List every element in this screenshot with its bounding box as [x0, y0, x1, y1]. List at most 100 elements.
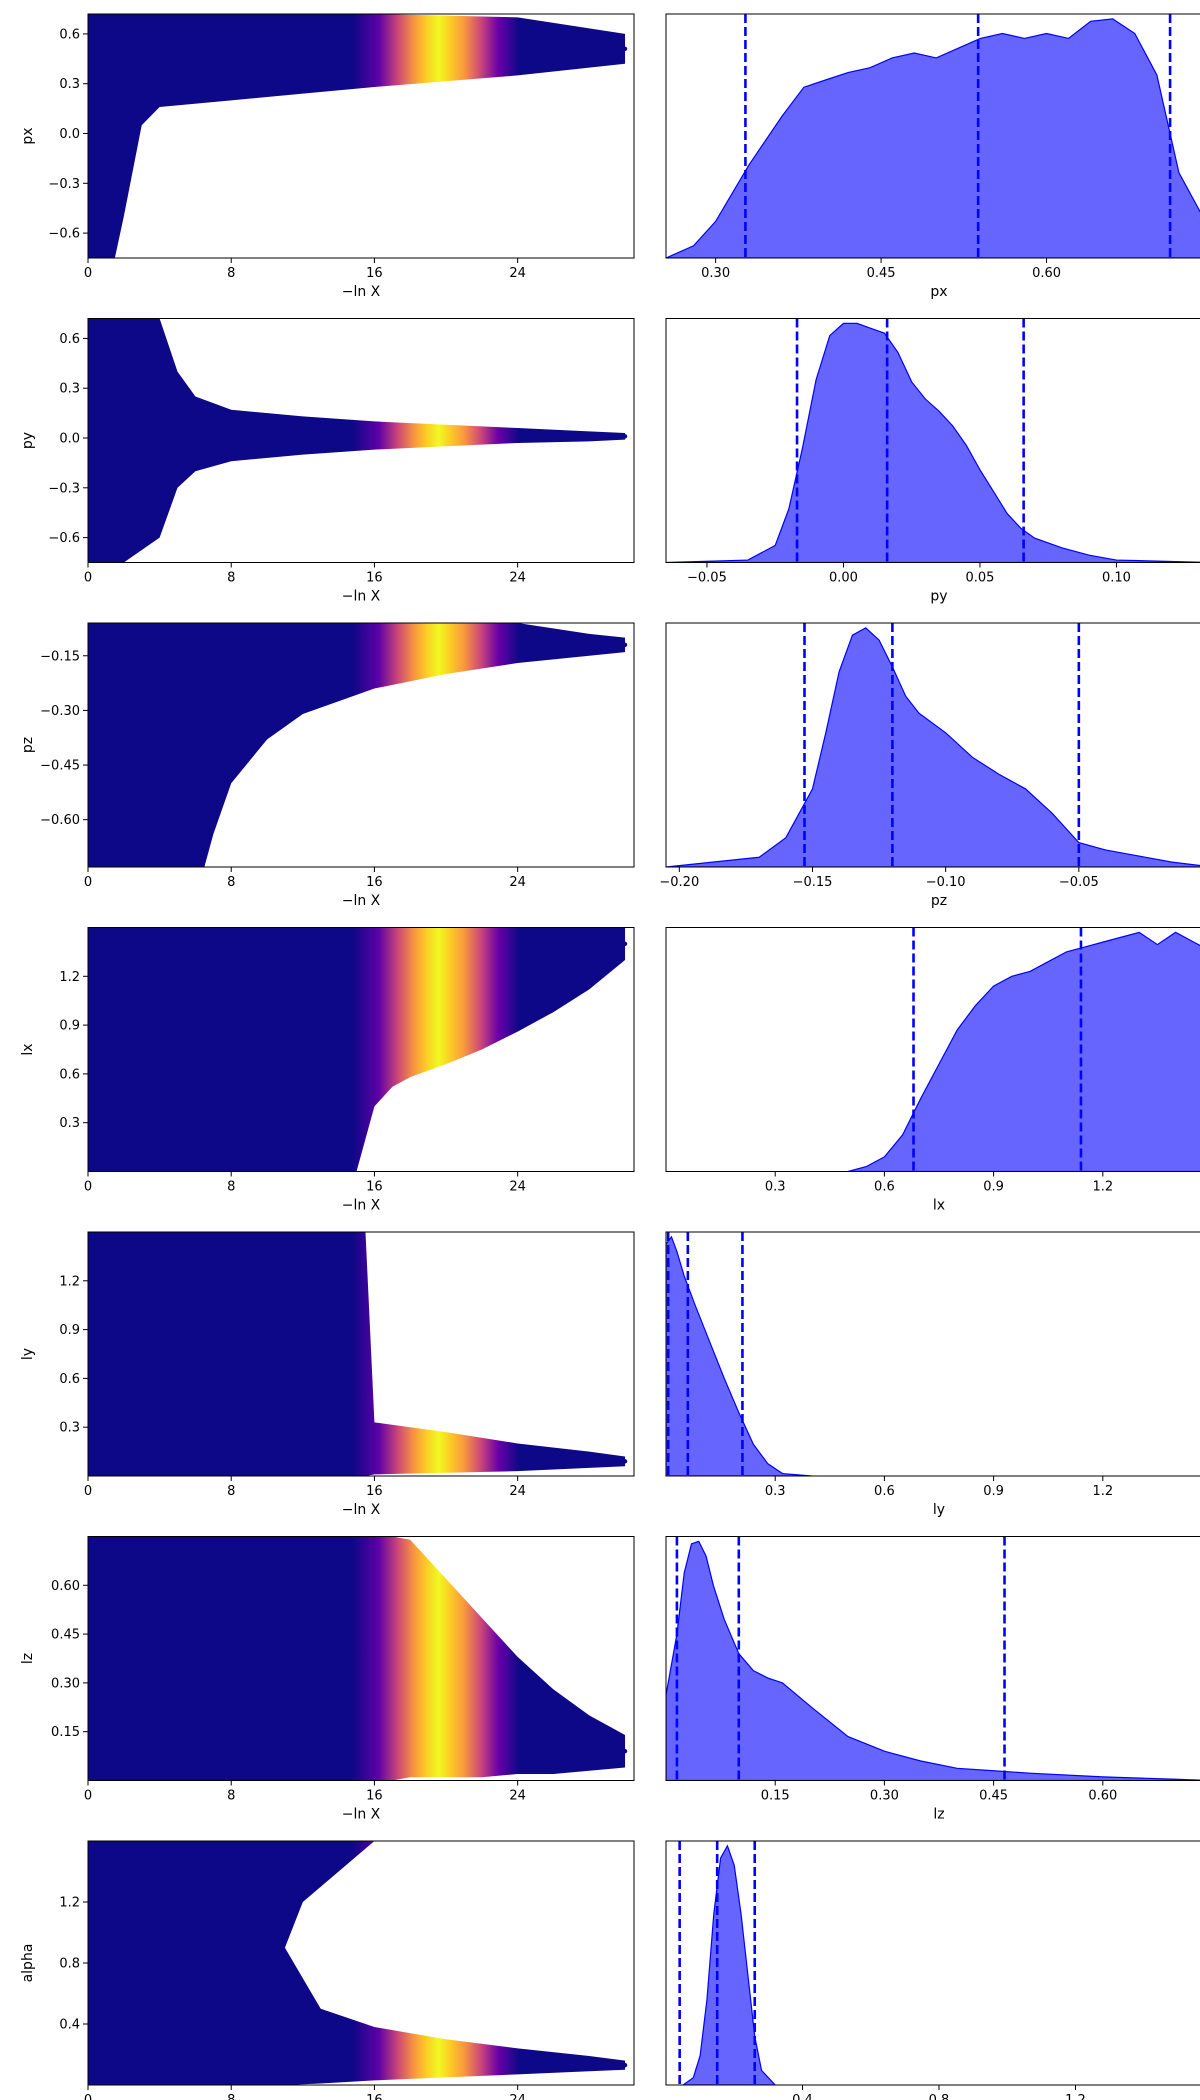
trace-samples-lz: [88, 1536, 626, 1781]
kde-axes-frame-py: [665, 318, 1200, 563]
trace-samples-px: [88, 14, 626, 258]
kde-xlabel: lz: [933, 1807, 944, 1823]
trace-ytick-label: 0.6: [59, 1067, 80, 1082]
trace-ytick-label: 0.4: [59, 2018, 80, 2033]
kde-xtick-label: 0.05: [965, 571, 994, 586]
trace-xtick-label: 24: [509, 1789, 526, 1804]
kde-density-lz: [666, 1540, 1200, 1781]
trace-xtick-label: 8: [227, 1180, 235, 1195]
panel-row-py: 0 8 16 24 −ln X −0.6 −0.3 0.0 0.3 0.6 py −0.05 0.00 0…: [20, 318, 1200, 605]
trace-ytick-label: 0.15: [51, 1725, 80, 1740]
trace-ytick-label: 0.3: [59, 382, 80, 397]
kde-density-lx: [847, 931, 1200, 1172]
kde-xtick-label: 0.30: [870, 1789, 899, 1804]
kde-xtick-label: 0.6: [874, 1484, 895, 1499]
trace-xtick-label: 8: [227, 266, 235, 281]
trace-sample-point: [622, 1749, 628, 1754]
kde-xlabel: ly: [933, 1502, 945, 1518]
trace-ytick-label: 0.60: [51, 1579, 80, 1594]
trace-ytick-label: 0.8: [59, 1957, 80, 1972]
kde-axes-frame-lx: [665, 927, 1200, 1172]
kde-xtick-label: −0.05: [1059, 875, 1099, 890]
trace-sample-point: [622, 2062, 628, 2068]
kde-density-px: [666, 18, 1200, 258]
trace-ytick-label: 1.2: [59, 970, 80, 985]
trace-axes-frame-py: [87, 318, 635, 563]
kde-density-ly: [666, 1235, 812, 1476]
trace-xtick-label: 24: [509, 266, 526, 281]
kde-xtick-label: −0.05: [687, 571, 727, 586]
trace-xtick-label: 0: [84, 1484, 92, 1499]
trace-xtick-label: 8: [227, 1484, 235, 1499]
trace-ylabel: py: [20, 432, 36, 449]
trace-xtick-label: 16: [366, 875, 383, 890]
kde-xtick-label: 0.60: [1088, 1789, 1117, 1804]
trace-ytick-label: 0.9: [59, 1019, 80, 1034]
trace-ylabel: px: [20, 127, 36, 144]
trace-xtick-label: 8: [227, 1789, 235, 1804]
trace-ytick-label: 0.6: [59, 1372, 80, 1387]
trace-samples-ly: [88, 1232, 626, 1476]
trace-xlabel: −ln X: [342, 1807, 381, 1823]
kde-density-py: [666, 322, 1200, 563]
kde-axes-frame-px: [665, 13, 1200, 259]
trace-samples-alpha: [88, 1841, 626, 2085]
kde-xtick-label: 0.8: [929, 2093, 950, 2100]
panel-row-lz: 0 8 16 24 −ln X 0.15 0.30 0.45 0.60 lz 0.15 0.30 0.4…: [20, 1536, 1200, 1823]
trace-ytick-label: 0.3: [59, 77, 80, 92]
trace-sample-point: [622, 434, 628, 439]
trace-samples-py: [88, 318, 626, 563]
kde-xtick-label: 1.2: [1092, 1180, 1113, 1195]
trace-samples-lx: [88, 927, 626, 1172]
trace-xtick-label: 0: [84, 1789, 92, 1804]
trace-ytick-label: −0.3: [48, 481, 80, 496]
trace-ytick-label: −0.6: [48, 227, 80, 242]
kde-axes-frame-lz: [665, 1536, 1200, 1781]
kde-xtick-label: 1.2: [1092, 1484, 1113, 1499]
trace-ytick-label: −0.60: [40, 813, 80, 828]
trace-xtick-label: 0: [84, 875, 92, 890]
trace-axes-frame-px: [87, 13, 635, 259]
trace-samples-pz: [88, 623, 626, 867]
trace-xlabel: −ln X: [342, 1502, 381, 1518]
trace-ytick-label: −0.45: [40, 759, 80, 774]
trace-xtick-label: 24: [509, 2093, 526, 2100]
kde-xtick-label: 0.45: [867, 266, 896, 281]
kde-density-pz: [666, 627, 1200, 867]
trace-ytick-label: 0.0: [59, 127, 80, 142]
trace-xlabel: −ln X: [342, 284, 381, 300]
trace-xtick-label: 0: [84, 1180, 92, 1195]
trace-xtick-label: 24: [509, 571, 526, 586]
kde-xtick-label: −0.20: [659, 875, 699, 890]
trace-xtick-label: 24: [509, 875, 526, 890]
trace-xtick-label: 24: [509, 1484, 526, 1499]
panel-row-ly: 0 8 16 24 −ln X 0.3 0.6 0.9 1.2 ly 0.3 0.6 0.9 1.2 ly: [20, 1231, 1200, 1518]
kde-xtick-label: 0.15: [761, 1789, 790, 1804]
kde-xtick-label: 0.00: [829, 571, 858, 586]
trace-xtick-label: 8: [227, 571, 235, 586]
trace-ytick-label: 0.9: [59, 1323, 80, 1338]
trace-xtick-label: 16: [366, 2093, 383, 2100]
kde-xtick-label: 0.4: [792, 2093, 813, 2100]
kde-xlabel: pz: [931, 893, 947, 909]
trace-ylabel: alpha: [20, 1944, 36, 1983]
trace-ytick-label: 0.3: [59, 1116, 80, 1131]
kde-xlabel: lx: [933, 1198, 945, 1214]
trace-ytick-label: 0.6: [59, 27, 80, 42]
trace-xtick-label: 8: [227, 2093, 235, 2100]
trace-xtick-label: 24: [509, 1180, 526, 1195]
trace-xlabel: −ln X: [342, 893, 381, 909]
kde-xlabel: px: [930, 284, 947, 300]
trace-sample-point: [622, 46, 628, 52]
kde-xtick-label: 0.10: [1102, 571, 1131, 586]
trace-ytick-label: 1.2: [59, 1274, 80, 1289]
trace-xlabel: −ln X: [342, 589, 381, 605]
kde-density-alpha: [682, 1844, 777, 2085]
trace-xtick-label: 16: [366, 1789, 383, 1804]
trace-ytick-label: −0.3: [48, 177, 80, 192]
trace-ytick-label: 0.3: [59, 1421, 80, 1436]
trace-xlabel: −ln X: [342, 1198, 381, 1214]
trace-xtick-label: 0: [84, 266, 92, 281]
trace-axes-frame-lz: [87, 1536, 635, 1781]
